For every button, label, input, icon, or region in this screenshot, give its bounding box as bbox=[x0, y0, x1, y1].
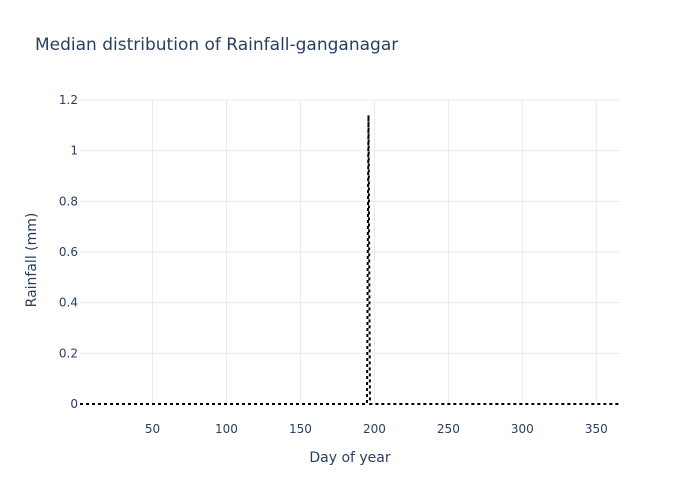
x-tick-label: 250 bbox=[437, 422, 460, 436]
y-tick-label: 0.2 bbox=[59, 346, 78, 360]
x-tick-labels: 50 100 150 200 250 300 350 bbox=[145, 422, 608, 436]
x-tick-label: 150 bbox=[289, 422, 312, 436]
series-line bbox=[80, 115, 620, 405]
y-tick-label: 0.6 bbox=[59, 245, 78, 259]
x-tick-label: 200 bbox=[363, 422, 386, 436]
y-tick-label: 1 bbox=[70, 144, 78, 158]
x-tick-label: 300 bbox=[511, 422, 534, 436]
y-tick-label: 0.8 bbox=[59, 194, 78, 208]
y-tick-label: 0 bbox=[70, 397, 78, 411]
y-gridlines bbox=[80, 99, 620, 354]
y-tick-labels: 0 0.2 0.4 0.6 0.8 1 1.2 bbox=[59, 93, 78, 411]
x-axis-title: Day of year bbox=[309, 450, 391, 466]
y-tick-label: 0.4 bbox=[59, 296, 78, 310]
series-group bbox=[80, 115, 620, 405]
x-tick-label: 50 bbox=[145, 422, 160, 436]
x-tick-label: 100 bbox=[215, 422, 238, 436]
x-tick-label: 350 bbox=[585, 422, 608, 436]
y-axis-title: Rainfall (mm) bbox=[24, 213, 40, 308]
y-tick-label: 1.2 bbox=[59, 93, 78, 107]
chart-title: Median distribution of Rainfall-ganganag… bbox=[35, 35, 398, 55]
